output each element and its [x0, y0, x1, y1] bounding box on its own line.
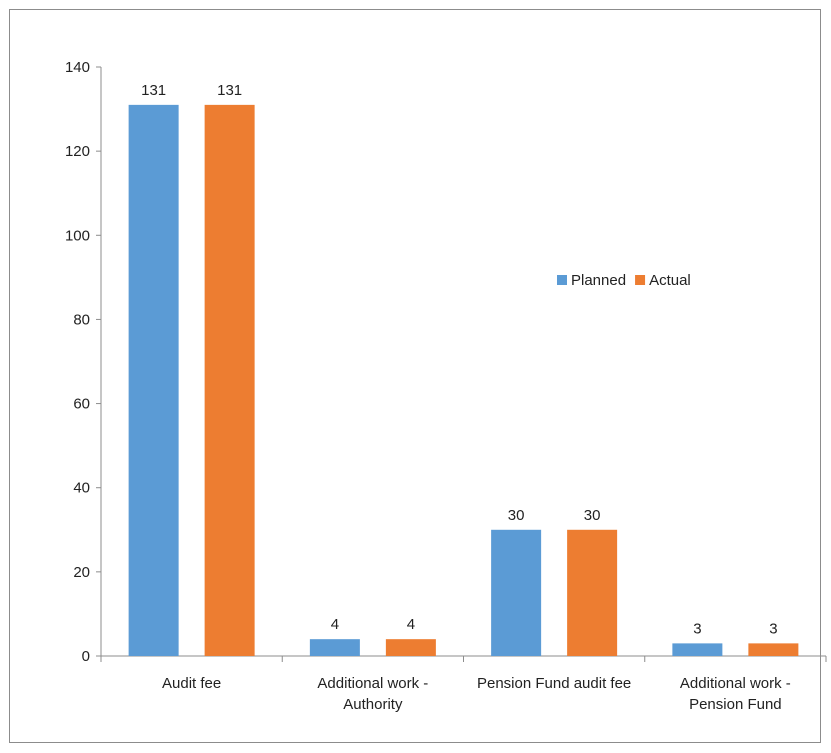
legend-swatch-planned [557, 275, 567, 285]
data-label: 3 [693, 620, 701, 637]
x-category-label: Audit fee [162, 675, 221, 692]
bar-planned [491, 529, 542, 656]
x-axis: Audit fee Additional work - Authority Pensi… [100, 655, 827, 713]
bar-planned [309, 639, 360, 656]
data-label: 131 [217, 82, 242, 99]
legend-swatch-actual [635, 275, 646, 285]
y-tick-label: 100 [65, 227, 90, 244]
bar-actual [567, 529, 618, 656]
data-label: 131 [141, 82, 166, 99]
x-category-label: Pension Fund [689, 696, 782, 713]
bar-actual [385, 639, 436, 656]
y-tick-label: 60 [73, 396, 90, 413]
data-labels: 131 4 30 3 131 4 30 3 [141, 82, 777, 638]
data-label: 4 [331, 616, 339, 633]
y-tick-label: 20 [73, 564, 90, 581]
y-tick-label: 40 [73, 480, 90, 497]
bar-planned [128, 104, 179, 657]
legend-label-planned: Planned [571, 272, 626, 289]
x-category-label: Pension Fund audit fee [477, 675, 631, 692]
data-label: 3 [769, 620, 777, 637]
x-category-label: Additional work - [317, 675, 428, 692]
y-tick-label: 80 [73, 311, 90, 328]
y-tick-label: 0 [82, 648, 90, 665]
data-label: 30 [508, 507, 525, 524]
bars [128, 104, 799, 657]
bar-actual [748, 643, 799, 656]
y-tick-label: 120 [65, 143, 90, 160]
bar-actual [204, 104, 255, 657]
legend-label-actual: Actual [649, 272, 691, 289]
y-axis: 0 20 40 60 80 100 120 140 [65, 59, 102, 665]
legend: Planned Actual [557, 272, 691, 289]
y-tick-label: 140 [65, 59, 90, 76]
bar-planned [672, 643, 723, 656]
x-category-label: Additional work - [680, 675, 791, 692]
data-label: 4 [407, 616, 415, 633]
data-label: 30 [584, 507, 601, 524]
x-category-label: Authority [343, 696, 403, 713]
